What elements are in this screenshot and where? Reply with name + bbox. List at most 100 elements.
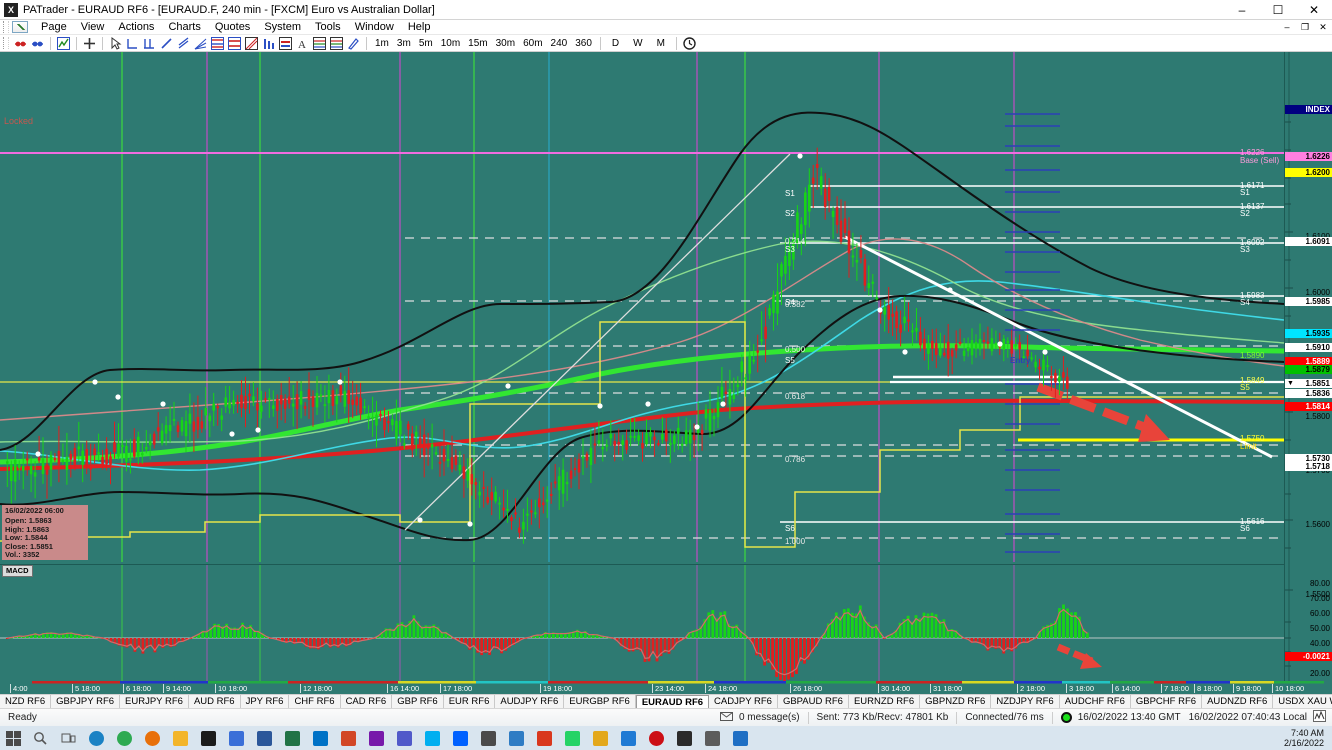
- pencil-draw-icon[interactable]: [346, 36, 361, 51]
- notes-icon[interactable]: [588, 727, 612, 749]
- timeframe-1m[interactable]: 1m: [375, 37, 389, 49]
- price-chart-pane[interactable]: Locked 0.214 0.382 0.500 0.618 0.786 1.000 S1…: [0, 52, 1284, 562]
- calc-icon[interactable]: [476, 727, 500, 749]
- symbol-tab-gbpnzd-rf6[interactable]: GBPNZD RF6: [920, 695, 992, 708]
- menu-item-help[interactable]: Help: [407, 20, 431, 33]
- menu-item-view[interactable]: View: [80, 20, 105, 33]
- channel-icon[interactable]: [176, 36, 191, 51]
- vertical-line-icon[interactable]: [142, 36, 157, 51]
- symbol-tab-usdx-xau-wti[interactable]: USDX XAU WTI: [1273, 695, 1332, 708]
- symbol-tab-audjpy-rf6[interactable]: AUDJPY RF6: [495, 695, 565, 708]
- menu-item-charts[interactable]: Charts: [168, 20, 201, 33]
- symbol-tab-chf-rf6[interactable]: CHF RF6: [289, 695, 341, 708]
- opera-icon[interactable]: [644, 727, 668, 749]
- timeframe-240[interactable]: 240: [550, 37, 568, 49]
- chrome-icon[interactable]: [112, 727, 136, 749]
- outlook-icon[interactable]: [308, 727, 332, 749]
- time-axis[interactable]: 4:00 5 18:00 6 18:00 9 14:00 10 18:00 12 18:0…: [0, 681, 1332, 694]
- timeframe-3m[interactable]: 3m: [396, 37, 411, 49]
- search-icon[interactable]: [28, 727, 52, 749]
- powerpoint-icon[interactable]: [336, 727, 360, 749]
- minimize-button[interactable]: –: [1238, 2, 1246, 17]
- taskbar-clock[interactable]: 7:40 AM 2/16/2022: [1284, 728, 1324, 748]
- clock-icon[interactable]: [682, 36, 697, 51]
- text-label-icon[interactable]: A: [295, 36, 310, 51]
- symbol-tab-jpy-rf6[interactable]: JPY RF6: [241, 695, 290, 708]
- inner-restore-button[interactable]: ❐: [1300, 21, 1310, 32]
- chart-green-icon[interactable]: [56, 36, 71, 51]
- fib-levels-icon[interactable]: [227, 36, 242, 51]
- cursor-arrow-icon[interactable]: [108, 36, 123, 51]
- word-icon[interactable]: [252, 727, 276, 749]
- bars-icon[interactable]: [261, 36, 276, 51]
- menu-item-window[interactable]: Window: [354, 20, 394, 33]
- symbol-tab-eurjpy-rf6[interactable]: EURJPY RF6: [120, 695, 189, 708]
- timeframe-10m[interactable]: 10m: [440, 37, 461, 49]
- menu-item-system[interactable]: System: [264, 20, 301, 33]
- windows-taskbar[interactable]: 7:40 AM 2/16/2022: [0, 726, 1332, 750]
- skype-icon[interactable]: [420, 727, 444, 749]
- rectangle-icon[interactable]: [278, 36, 293, 51]
- symbol-tab-bar[interactable]: NZD RF6 GBPJPY RF6 EURJPY RF6 AUD RF6 JPY RF…: [0, 694, 1332, 708]
- chart-container[interactable]: Locked 0.214 0.382 0.500 0.618 0.786 1.000 S1…: [0, 52, 1332, 694]
- maximize-button[interactable]: ☐: [1272, 2, 1284, 17]
- media-icon[interactable]: [616, 727, 640, 749]
- terminal-icon[interactable]: [672, 727, 696, 749]
- file-explorer-icon[interactable]: [168, 727, 192, 749]
- symbol-tab-gbp-rf6[interactable]: GBP RF6: [392, 695, 444, 708]
- menu-item-quotes[interactable]: Quotes: [214, 20, 251, 33]
- firefox-icon[interactable]: [140, 727, 164, 749]
- period-D[interactable]: D: [611, 37, 620, 49]
- symbol-tab-eurnzd-rf6[interactable]: EURNZD RF6: [849, 695, 921, 708]
- symbol-tab-aud-rf6[interactable]: AUD RF6: [189, 695, 241, 708]
- menu-item-actions[interactable]: Actions: [118, 20, 155, 33]
- trend-line-icon[interactable]: [159, 36, 174, 51]
- dropbox-icon[interactable]: [448, 727, 472, 749]
- toolbar-grip[interactable]: [3, 37, 9, 49]
- menu-item-tools[interactable]: Tools: [315, 20, 341, 33]
- whatsapp-icon[interactable]: [560, 727, 584, 749]
- regression-icon[interactable]: [329, 36, 344, 51]
- pitchfork-icon[interactable]: [312, 36, 327, 51]
- symbol-tab-eur-rf6[interactable]: EUR RF6: [444, 695, 496, 708]
- symbol-tab-cadjpy-rf6[interactable]: CADJPY RF6: [709, 695, 778, 708]
- notepad-icon[interactable]: [504, 727, 528, 749]
- menu-item-page[interactable]: Page: [41, 20, 67, 33]
- settings-icon[interactable]: [700, 727, 724, 749]
- symbol-tab-gbpjpy-rf6[interactable]: GBPJPY RF6: [51, 695, 121, 708]
- blue-app-icon[interactable]: [728, 727, 752, 749]
- store-icon[interactable]: [224, 727, 248, 749]
- fibonacci-fan-icon[interactable]: [193, 36, 208, 51]
- symbol-tab-nzdjpy-rf6[interactable]: NZDJPY RF6: [991, 695, 1060, 708]
- symbol-tab-cad-rf6[interactable]: CAD RF6: [341, 695, 393, 708]
- teams-icon[interactable]: [392, 727, 416, 749]
- symbol-tab-gbpaud-rf6[interactable]: GBPAUD RF6: [778, 695, 849, 708]
- patrader-icon[interactable]: [532, 727, 556, 749]
- x-app-icon[interactable]: [196, 727, 220, 749]
- symbol-tab-euraud-rf6[interactable]: EURAUD RF6: [635, 695, 710, 708]
- windows-start-icon[interactable]: [0, 727, 26, 749]
- gann-icon[interactable]: [244, 36, 259, 51]
- timeframe-30m[interactable]: 30m: [495, 37, 516, 49]
- inner-close-button[interactable]: ✕: [1319, 21, 1327, 32]
- fib-retracement-icon[interactable]: [210, 36, 225, 51]
- period-M[interactable]: M: [656, 37, 665, 49]
- symbol-tab-nzd-rf6[interactable]: NZD RF6: [0, 695, 52, 708]
- inner-minimize-button[interactable]: –: [1284, 22, 1290, 32]
- edge-browser-icon[interactable]: [84, 727, 108, 749]
- close-button[interactable]: ✕: [1308, 2, 1320, 17]
- crosshair-blue-icon[interactable]: [30, 36, 45, 51]
- onenote-icon[interactable]: [364, 727, 388, 749]
- macd-pane[interactable]: MACD: [0, 564, 1284, 681]
- add-plus-icon[interactable]: [82, 36, 97, 51]
- symbol-tab-audnzd-rf6[interactable]: AUDNZD RF6: [1202, 695, 1274, 708]
- symbol-tab-eurgbp-rf6[interactable]: EURGBP RF6: [564, 695, 636, 708]
- crosshair-red-icon[interactable]: [13, 36, 28, 51]
- timeframe-15m[interactable]: 15m: [468, 37, 488, 49]
- symbol-tab-audchf-rf6[interactable]: AUDCHF RF6: [1060, 695, 1131, 708]
- task-view-icon[interactable]: [56, 727, 80, 749]
- horizontal-line-icon[interactable]: [125, 36, 140, 51]
- menu-grip[interactable]: [3, 21, 9, 33]
- period-W[interactable]: W: [633, 37, 643, 49]
